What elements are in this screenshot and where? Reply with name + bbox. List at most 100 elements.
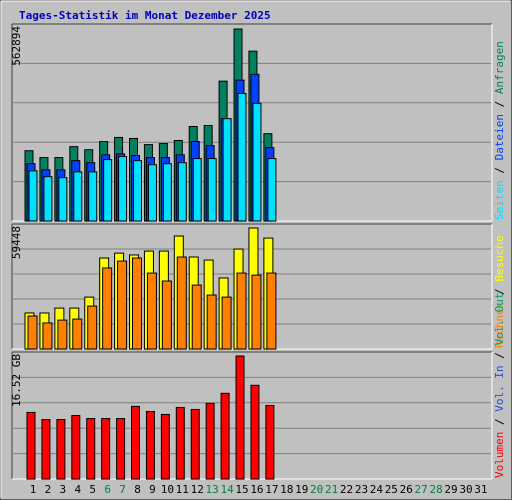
bar — [206, 294, 217, 350]
bar — [26, 411, 36, 480]
x-tick-label: 21 — [325, 483, 338, 496]
x-tick-label: 17 — [265, 483, 278, 496]
x-tick-label: 8 — [134, 483, 141, 496]
x-tick-label: 1 — [30, 483, 37, 496]
bar — [27, 315, 38, 350]
y-tick-label: 16.52 GB — [10, 354, 23, 407]
bar — [192, 158, 202, 222]
bar — [162, 163, 172, 222]
bar — [116, 418, 126, 480]
bar — [266, 272, 277, 350]
x-tick-label: 14 — [220, 483, 234, 496]
x-tick-label: 26 — [400, 483, 413, 496]
bar — [28, 170, 38, 222]
x-tick-label: 6 — [104, 483, 111, 496]
bar — [86, 418, 96, 480]
bar — [205, 402, 215, 480]
legend-separator: / — [493, 160, 506, 180]
x-tick-label: 18 — [280, 483, 293, 496]
x-tick-label: 22 — [340, 483, 353, 496]
legend-separator: / — [493, 282, 506, 302]
bar — [57, 319, 68, 350]
bar — [145, 410, 155, 480]
bar — [252, 102, 262, 222]
bar — [42, 322, 53, 350]
bar — [71, 414, 81, 480]
bar — [177, 162, 187, 222]
bar — [220, 392, 230, 480]
bar — [72, 318, 83, 350]
bar — [235, 355, 245, 480]
bar — [133, 160, 143, 222]
bar — [222, 118, 232, 222]
x-tick-label: 12 — [191, 483, 204, 496]
bar — [250, 384, 260, 480]
bar — [58, 177, 68, 222]
bar — [102, 267, 113, 350]
bar — [101, 418, 111, 480]
x-tick-label: 25 — [385, 483, 398, 496]
bar — [56, 419, 66, 480]
legend-entry: Volumen — [493, 432, 506, 478]
bar — [103, 159, 113, 222]
x-tick-label: 3 — [60, 483, 67, 496]
legend-entry: Anfragen — [493, 41, 506, 94]
bar — [236, 272, 247, 350]
legend-entry: Seiten — [493, 180, 506, 220]
legend-entry: Vol. Out — [493, 293, 506, 346]
bar — [265, 404, 275, 480]
x-tick-label: 23 — [355, 483, 368, 496]
x-tick-label: 13 — [206, 483, 219, 496]
bar — [88, 171, 98, 222]
bar — [147, 164, 157, 222]
x-tick-label: 24 — [370, 483, 384, 496]
x-tick-label: 9 — [149, 483, 156, 496]
x-tick-label: 4 — [74, 483, 81, 496]
bar — [146, 272, 157, 350]
bar — [87, 305, 98, 350]
legend-entry: Besuche — [493, 235, 506, 281]
bar — [160, 413, 170, 480]
bar — [267, 158, 277, 222]
bar — [132, 257, 143, 350]
x-tick-label: 10 — [161, 483, 174, 496]
bar — [176, 256, 187, 350]
y-tick-label: 562894 — [10, 26, 23, 66]
bar — [207, 158, 217, 222]
legend-separator: / — [493, 94, 506, 114]
x-tick-label: 28 — [429, 483, 442, 496]
bar — [237, 92, 247, 222]
legend: Rechner / Besuche — [493, 235, 506, 348]
bar — [117, 260, 128, 350]
x-tick-label: 11 — [176, 483, 189, 496]
x-tick-label: 29 — [444, 483, 457, 496]
bar — [131, 405, 141, 480]
legend-entry: Vol. In — [493, 365, 506, 411]
bar — [251, 274, 262, 350]
bar — [190, 408, 200, 480]
bar — [161, 280, 172, 350]
bar — [191, 284, 202, 350]
legend-separator: / — [493, 412, 506, 432]
legend: Seiten / Dateien / Anfragen — [493, 41, 506, 220]
y-tick-label: 59448 — [10, 226, 23, 259]
bar — [41, 419, 51, 480]
bar — [73, 171, 83, 222]
legend: Volumen / Vol. In / Vol. Out — [493, 293, 506, 478]
bar — [43, 176, 53, 222]
x-tick-label: 15 — [235, 483, 248, 496]
legend-separator: / — [493, 346, 506, 366]
x-tick-label: 30 — [459, 483, 472, 496]
bar — [118, 156, 128, 222]
x-tick-label: 2 — [45, 483, 52, 496]
x-tick-label: 16 — [250, 483, 263, 496]
x-tick-label: 19 — [295, 483, 308, 496]
x-tick-label: 7 — [119, 483, 126, 496]
legend-entry: Rechner — [493, 301, 506, 348]
bar — [175, 406, 185, 480]
legend-entry: Dateien — [493, 114, 506, 160]
x-tick-label: 20 — [310, 483, 323, 496]
x-tick-label: 5 — [89, 483, 96, 496]
